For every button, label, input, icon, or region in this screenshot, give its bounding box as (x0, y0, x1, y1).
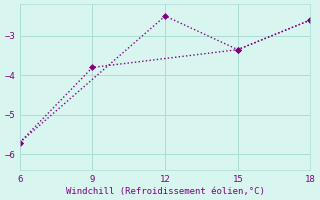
X-axis label: Windchill (Refroidissement éolien,°C): Windchill (Refroidissement éolien,°C) (66, 187, 265, 196)
